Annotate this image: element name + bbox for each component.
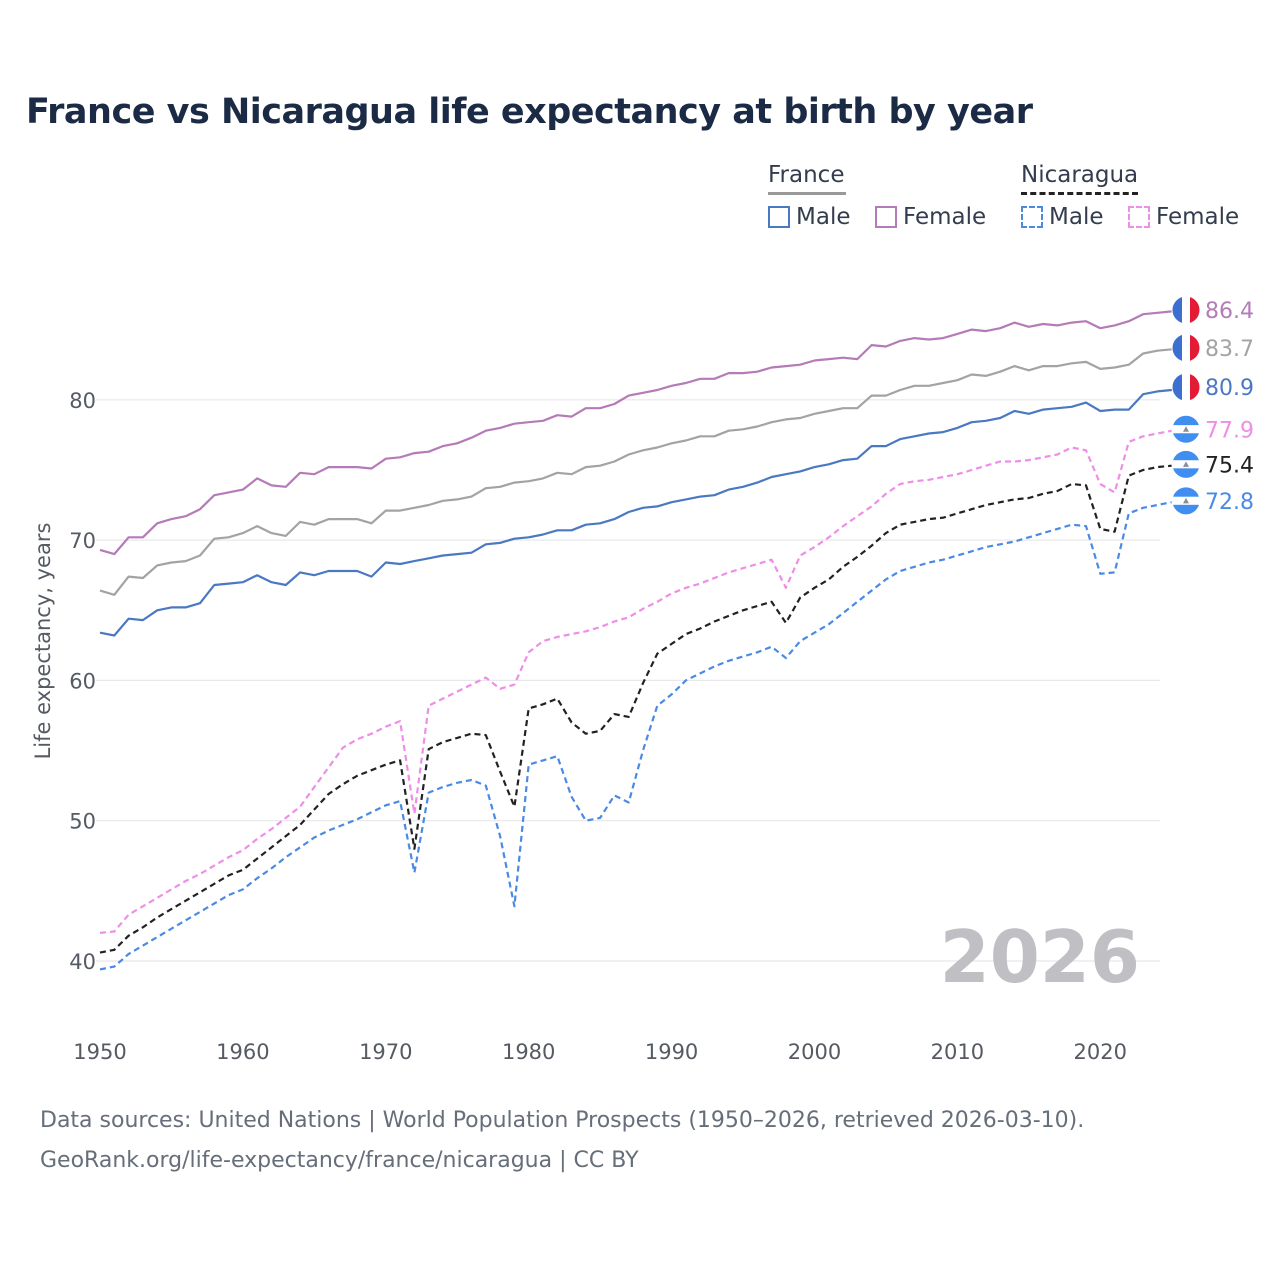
x-tick-label: 1980	[502, 1040, 555, 1064]
legend-swatch-nicaragua-male	[1021, 206, 1043, 228]
axes: 40 50 60 70 80 1950 1960 1970 1980 1990 2000 2010 20…	[69, 389, 1127, 1064]
legend-item-france-female[interactable]: Female	[875, 204, 986, 230]
end-label-fr-female: 86.4	[1205, 299, 1254, 324]
end-label-ni-total: 75.4	[1205, 453, 1254, 478]
end-label-ni-female: 77.9	[1205, 418, 1254, 443]
legend-item-nicaragua-female[interactable]: Female	[1128, 204, 1239, 230]
legend-swatch-france-female	[875, 206, 897, 228]
series-line-fr-male	[99, 386, 1187, 637]
france-flag-icon	[1172, 296, 1200, 325]
end-marker-ni-total: 75.4	[1171, 449, 1254, 479]
legend-item-nicaragua-male[interactable]: Male	[1021, 204, 1103, 230]
y-tick-label: 80	[69, 389, 96, 413]
x-tick-label: 2020	[1074, 1040, 1127, 1064]
france-flag-icon	[1172, 373, 1200, 402]
legend-item-france-male[interactable]: Male	[768, 204, 850, 230]
end-marker-fr-total: 83.7	[1171, 333, 1254, 363]
gridlines	[96, 399, 1160, 962]
x-tick-label: 1960	[216, 1040, 269, 1064]
legend-nicaragua-label: Nicaragua	[1021, 162, 1139, 188]
legend-nicaragua-rule	[1021, 192, 1138, 195]
series-line-ni-female	[99, 428, 1187, 934]
y-axis-label: Life expectancy, years	[31, 523, 55, 760]
series-line-fr-female	[99, 308, 1187, 556]
legend-france-rule	[768, 192, 846, 195]
x-tick-label: 2000	[788, 1040, 841, 1064]
legend-label-nicaragua-male: Male	[1049, 204, 1104, 230]
series-lines	[99, 308, 1187, 971]
legend-label-france-male: Male	[796, 204, 851, 230]
legend-swatch-nicaragua-female	[1128, 206, 1150, 228]
legend-label-nicaragua-female: Female	[1156, 204, 1240, 230]
x-tick-label: 1970	[359, 1040, 412, 1064]
legend-label-france-female: Female	[903, 204, 987, 230]
x-tick-label: 1950	[73, 1040, 126, 1064]
chart-title: France vs Nicaragua life expectancy at b…	[26, 92, 1033, 132]
y-tick-label: 50	[69, 810, 96, 834]
end-marker-ni-male: 72.8	[1171, 486, 1254, 516]
end-label-ni-male: 72.8	[1205, 490, 1254, 515]
legend-france-label: France	[768, 162, 845, 188]
end-marker-fr-male: 80.9	[1171, 372, 1254, 402]
france-flag-icon	[1172, 333, 1200, 362]
end-marker-fr-female: 86.4	[1171, 295, 1254, 325]
x-tick-label: 1990	[645, 1040, 698, 1064]
y-tick-label: 40	[69, 950, 96, 974]
series-line-fr-total	[99, 346, 1187, 596]
y-tick-label: 70	[69, 529, 96, 553]
legend-swatch-france-male	[768, 206, 790, 228]
series-line-ni-total	[99, 463, 1187, 954]
nicaragua-flag-icon	[1172, 450, 1200, 479]
end-marker-ni-female: 77.9	[1171, 414, 1254, 444]
series-line-ni-male	[99, 499, 1187, 971]
x-tick-label: 2010	[931, 1040, 984, 1064]
nicaragua-flag-icon	[1172, 486, 1200, 515]
source-line-1: Data sources: United Nations | World Pop…	[40, 1108, 1085, 1133]
y-tick-label: 60	[69, 669, 96, 693]
series-end-markers: 86.4 83.7 80.9 77.9 75.4 72.8	[1171, 295, 1254, 516]
source-line-2: GeoRank.org/life-expectancy/france/nicar…	[40, 1148, 639, 1173]
current-year-watermark: 2026	[940, 915, 1140, 999]
nicaragua-flag-icon	[1172, 415, 1200, 444]
end-label-fr-male: 80.9	[1205, 376, 1254, 401]
end-label-fr-total: 83.7	[1205, 337, 1254, 362]
